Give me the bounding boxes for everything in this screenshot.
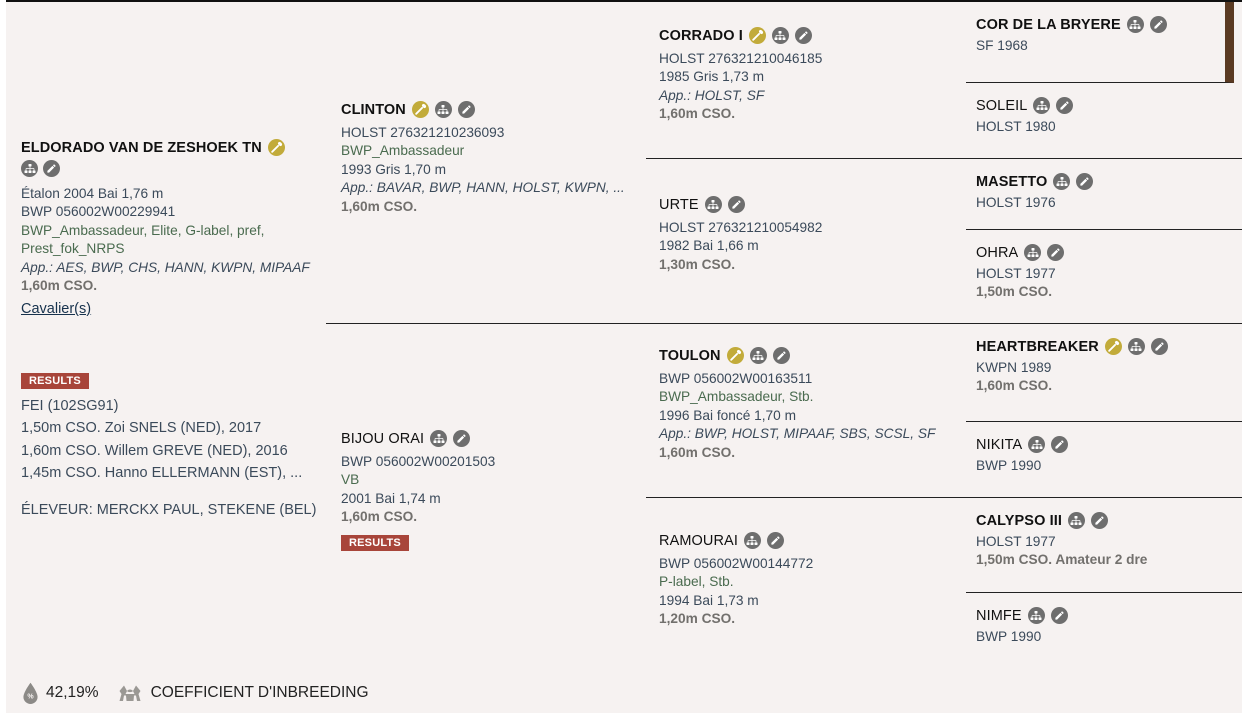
svg-text:%: % <box>27 694 34 701</box>
